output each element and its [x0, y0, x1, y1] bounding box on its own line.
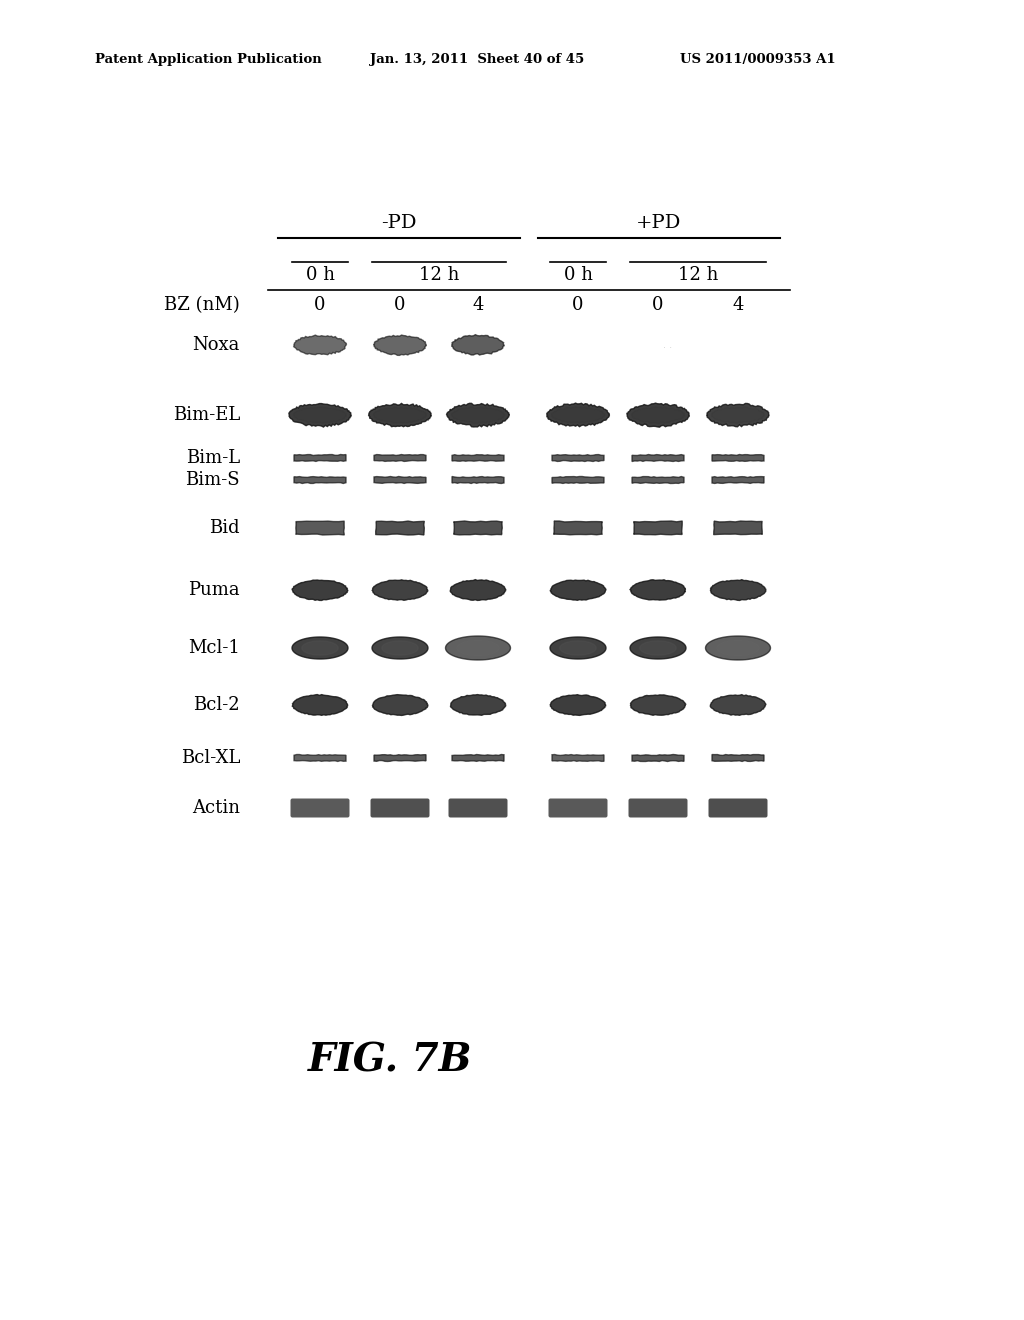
Text: Bcl-XL: Bcl-XL — [180, 748, 240, 767]
Polygon shape — [552, 755, 604, 762]
Text: 0 h: 0 h — [305, 267, 335, 284]
Polygon shape — [446, 404, 509, 426]
Text: -PD: -PD — [381, 214, 417, 232]
Polygon shape — [292, 579, 348, 601]
Polygon shape — [552, 407, 605, 424]
Text: Actin: Actin — [193, 799, 240, 817]
FancyBboxPatch shape — [549, 799, 607, 817]
FancyBboxPatch shape — [449, 799, 508, 817]
Polygon shape — [552, 477, 604, 483]
Polygon shape — [452, 335, 504, 355]
Polygon shape — [292, 694, 347, 715]
Text: 0: 0 — [652, 296, 664, 314]
Text: Bim-EL: Bim-EL — [173, 407, 240, 424]
Polygon shape — [632, 407, 685, 424]
Polygon shape — [707, 404, 769, 426]
Text: Jan. 13, 2011  Sheet 40 of 45: Jan. 13, 2011 Sheet 40 of 45 — [370, 54, 585, 66]
Polygon shape — [302, 640, 338, 655]
Polygon shape — [294, 335, 346, 355]
Polygon shape — [550, 638, 606, 659]
Polygon shape — [711, 579, 766, 601]
FancyBboxPatch shape — [629, 799, 687, 817]
Polygon shape — [369, 404, 431, 426]
Polygon shape — [452, 407, 505, 424]
Polygon shape — [631, 694, 686, 715]
Text: 0: 0 — [394, 296, 406, 314]
Polygon shape — [294, 454, 346, 462]
Polygon shape — [547, 403, 609, 426]
Polygon shape — [451, 694, 506, 715]
Text: FIG. 7B: FIG. 7B — [308, 1041, 472, 1078]
Polygon shape — [706, 636, 770, 660]
Text: +PD: +PD — [636, 214, 682, 232]
Text: Noxa: Noxa — [193, 337, 240, 354]
Polygon shape — [552, 454, 604, 462]
Text: 4: 4 — [732, 296, 743, 314]
Text: 0: 0 — [572, 296, 584, 314]
Text: Bcl-2: Bcl-2 — [194, 696, 240, 714]
Text: 12 h: 12 h — [678, 267, 718, 284]
Polygon shape — [292, 638, 348, 659]
Text: Bim-S: Bim-S — [185, 471, 240, 488]
Polygon shape — [717, 640, 759, 656]
Polygon shape — [374, 454, 426, 462]
Polygon shape — [374, 477, 426, 483]
FancyBboxPatch shape — [291, 799, 349, 817]
Text: Mcl-1: Mcl-1 — [188, 639, 240, 657]
Text: Bid: Bid — [209, 519, 240, 537]
Polygon shape — [376, 521, 424, 535]
Polygon shape — [632, 454, 684, 462]
Polygon shape — [632, 477, 684, 483]
Polygon shape — [452, 454, 504, 461]
Polygon shape — [634, 521, 682, 535]
Polygon shape — [712, 477, 764, 483]
Text: 0 h: 0 h — [563, 267, 593, 284]
Polygon shape — [714, 521, 762, 535]
Polygon shape — [712, 454, 764, 462]
Text: Bim-L: Bim-L — [186, 449, 240, 467]
Polygon shape — [373, 694, 428, 715]
Text: Puma: Puma — [188, 581, 240, 599]
Polygon shape — [627, 403, 689, 428]
FancyBboxPatch shape — [709, 799, 768, 817]
Polygon shape — [294, 755, 346, 762]
Polygon shape — [554, 521, 602, 535]
Polygon shape — [296, 521, 344, 535]
Polygon shape — [560, 640, 596, 655]
Polygon shape — [372, 579, 428, 601]
Polygon shape — [382, 640, 418, 655]
Polygon shape — [550, 581, 606, 601]
Text: Patent Application Publication: Patent Application Publication — [95, 54, 322, 66]
Text: 12 h: 12 h — [419, 267, 459, 284]
Polygon shape — [640, 640, 676, 655]
Polygon shape — [632, 755, 684, 762]
Polygon shape — [289, 404, 351, 428]
FancyBboxPatch shape — [371, 799, 429, 817]
Text: 4: 4 — [472, 296, 483, 314]
Polygon shape — [294, 477, 346, 483]
Polygon shape — [372, 638, 428, 659]
Polygon shape — [374, 407, 427, 424]
Polygon shape — [711, 694, 766, 715]
Text: 0: 0 — [314, 296, 326, 314]
Polygon shape — [374, 335, 426, 355]
Polygon shape — [457, 640, 499, 656]
Text: BZ (nM): BZ (nM) — [164, 296, 240, 314]
Polygon shape — [451, 579, 506, 601]
Polygon shape — [550, 694, 606, 715]
Text: US 2011/0009353 A1: US 2011/0009353 A1 — [680, 54, 836, 66]
Text: · ·: · · — [664, 343, 673, 352]
Polygon shape — [712, 755, 764, 762]
Polygon shape — [630, 638, 686, 659]
Polygon shape — [294, 407, 347, 424]
Polygon shape — [712, 407, 764, 424]
Polygon shape — [454, 521, 502, 535]
Polygon shape — [452, 755, 504, 762]
Polygon shape — [445, 636, 511, 660]
Polygon shape — [630, 579, 685, 601]
Polygon shape — [374, 755, 426, 762]
Polygon shape — [452, 477, 504, 483]
